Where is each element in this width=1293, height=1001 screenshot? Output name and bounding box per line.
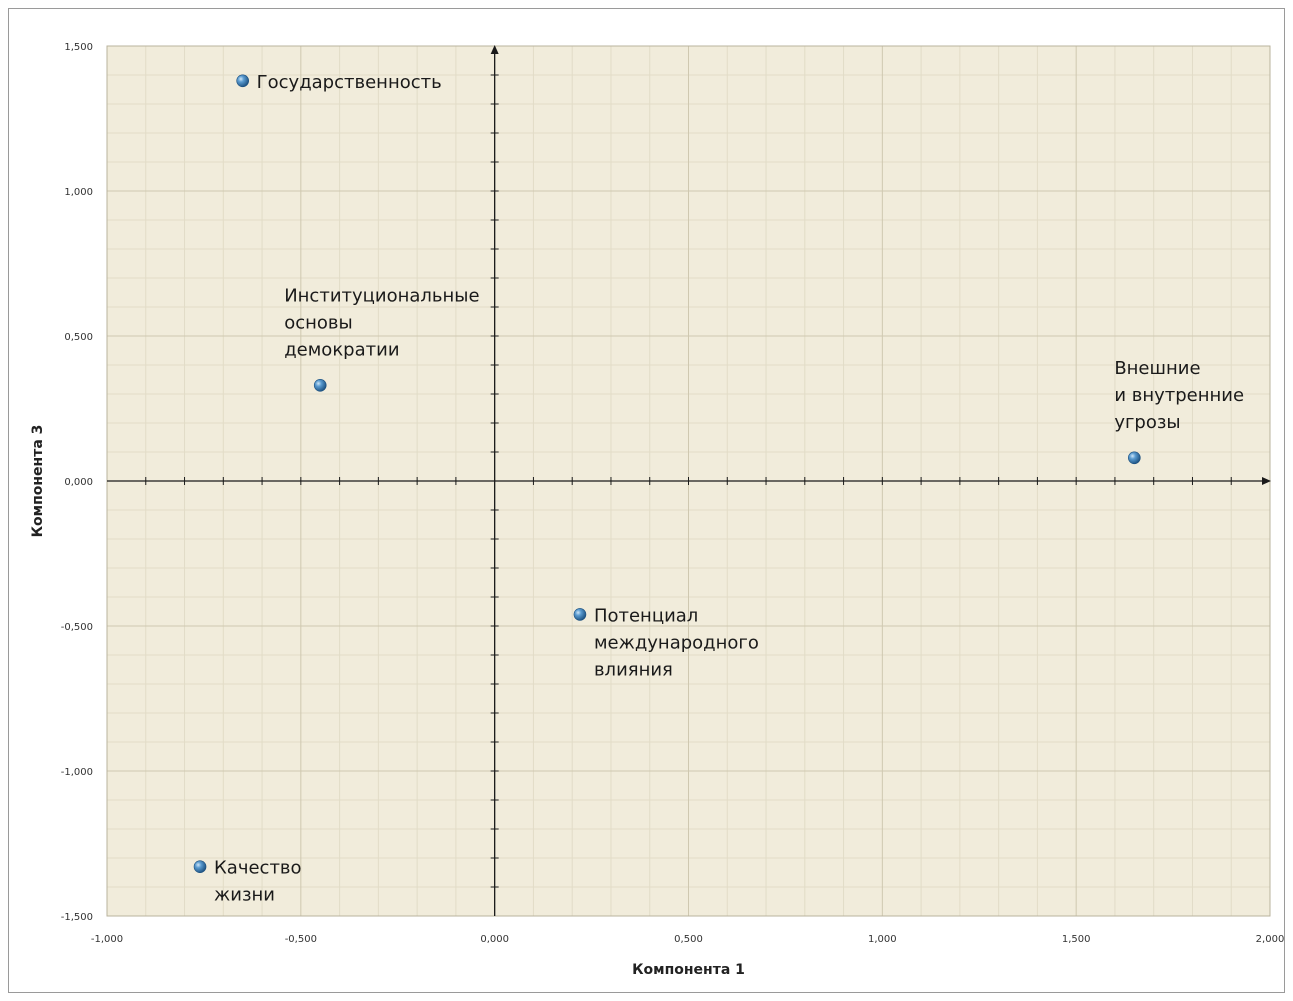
y-axis-arrow xyxy=(490,45,499,54)
y-tick-label: -1,000 xyxy=(61,767,93,778)
y-tick-label: 1,000 xyxy=(64,187,93,198)
x-tick-label: 2,000 xyxy=(1256,934,1285,945)
y-tick-label: -0,500 xyxy=(61,622,93,633)
y-axis-title: Компонента 3 xyxy=(30,425,46,538)
data-point-label-line: и внутренние xyxy=(1114,385,1244,406)
y-tick-label: 1,500 xyxy=(64,42,93,53)
data-point-label-line: Институциональные xyxy=(284,285,479,306)
x-tick-label: -0,500 xyxy=(285,934,317,945)
data-point-marker xyxy=(313,378,327,392)
data-point-label-line: жизни xyxy=(214,885,275,906)
data-point-label: Качество жизни xyxy=(214,858,302,906)
data-point-marker xyxy=(193,860,207,874)
data-points: Государственность Институциональные основы… xyxy=(193,72,1244,906)
x-tick-label: -1,000 xyxy=(91,934,123,945)
y-tick-labels: 1,500 1,000 0,500 0,000 -0,500 -1,000 -1,500 xyxy=(61,42,93,923)
x-tick-label: 0,000 xyxy=(480,934,509,945)
data-point-label-line: демократии xyxy=(284,339,399,360)
data-point-label-line: угрозы xyxy=(1114,412,1180,433)
data-point-label-line: влияния xyxy=(594,659,673,680)
chart-frame xyxy=(8,8,1285,993)
data-point-label-line: основы xyxy=(284,312,353,333)
data-point-label: Внешние и внутренние угрозы xyxy=(1114,358,1244,433)
data-point-label-line: Потенциал xyxy=(594,605,698,626)
data-point-label: Государственность xyxy=(257,72,442,93)
x-tick-label: 1,500 xyxy=(1062,934,1091,945)
x-tick-label: 1,000 xyxy=(868,934,897,945)
y-tick-label: 0,500 xyxy=(64,332,93,343)
data-point-label-line: Государственность xyxy=(257,72,442,93)
y-tick-label: -1,500 xyxy=(61,912,93,923)
x-axis-title: Компонента 1 xyxy=(632,962,745,978)
x-axis-arrow xyxy=(1262,477,1271,485)
data-point-label: Потенциал международного влияния xyxy=(594,605,759,680)
x-tick-label: 0,500 xyxy=(674,934,703,945)
data-point-label-line: международного xyxy=(594,632,759,653)
data-point-marker xyxy=(573,608,587,621)
x-tick-labels: -1,000 -0,500 0,000 0,500 1,000 1,500 2,000 xyxy=(91,934,1284,945)
data-point-marker xyxy=(1128,451,1141,465)
data-point-label-line: Качество xyxy=(214,858,302,879)
data-point-marker xyxy=(236,74,249,88)
data-point-label-line: Внешние xyxy=(1114,358,1200,379)
y-tick-label: 0,000 xyxy=(64,477,93,488)
data-point-label: Институциональные основы демократии xyxy=(284,285,479,360)
axes xyxy=(107,45,1271,916)
